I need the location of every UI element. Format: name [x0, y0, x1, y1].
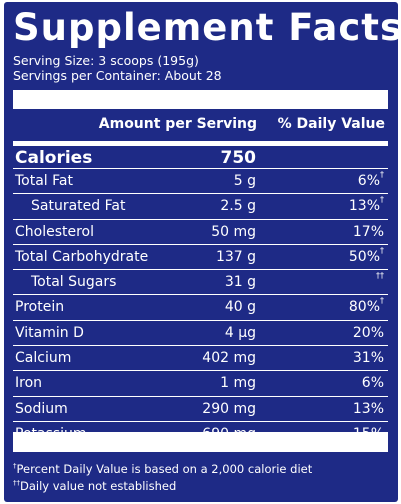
nutrient-row: Total Sugars 31 g †† — [13, 270, 388, 296]
nutrient-daily-value: 31% — [353, 346, 384, 370]
footnote-mark: †† — [13, 479, 20, 487]
nutrient-row: Total Fat 5 g 6%† — [13, 169, 388, 195]
nutrient-amount: 1 mg — [220, 375, 256, 392]
nutrient-daily-value: 6% — [362, 371, 384, 395]
nutrient-row: Calcium 402 mg 31% — [13, 346, 388, 372]
nutrient-row: Cholesterol 50 mg 17% — [13, 220, 388, 245]
amount-per-serving-header: Amount per Serving — [98, 116, 257, 132]
nutrient-amount: 5 g — [233, 173, 256, 189]
daily-value-percent: 17% — [352, 223, 384, 240]
nutrient-daily-value: 13% — [353, 397, 384, 421]
nutrient-daily-value: 20% — [353, 321, 384, 345]
calories-value: 750 — [220, 148, 257, 168]
nutrient-amount: 40 g — [224, 299, 256, 316]
calories-label: Calories — [15, 148, 93, 168]
nutrient-amount: 2.5 g — [220, 198, 256, 215]
nutrient-name: Sodium — [15, 400, 68, 417]
nutrient-row: Vitamin D 4 µg 20% — [13, 321, 388, 347]
nutrient-row: Total Carbohydrate 137 g 50%† — [13, 245, 388, 271]
daily-value-mark: † — [380, 296, 384, 306]
daily-value-percent: 80% — [348, 299, 380, 316]
nutrient-name: Vitamin D — [15, 324, 84, 341]
footnote-not-established: ††Daily value not established — [13, 479, 176, 493]
daily-value-percent: 31% — [352, 350, 384, 367]
label-title: Supplement Facts — [13, 6, 401, 49]
nutrient-name: Cholesterol — [15, 223, 95, 240]
daily-value-percent: 20% — [352, 324, 384, 341]
nutrient-amount: 31 g — [224, 274, 256, 291]
nutrient-row: Sodium 290 mg 13% — [13, 397, 388, 422]
nutrient-amount: 4 µg — [224, 324, 256, 341]
thick-divider-bottom — [13, 432, 388, 452]
nutrient-daily-value: 13%† — [349, 194, 384, 218]
nutrient-name: Iron — [15, 375, 43, 392]
nutrient-name: Calcium — [15, 350, 72, 367]
nutrient-daily-value: 80%† — [349, 295, 384, 319]
nutrient-daily-value: †† — [376, 270, 384, 294]
daily-value-percent: 50% — [348, 248, 380, 265]
calories-row: Calories 750 — [13, 148, 388, 169]
daily-value-mark: † — [380, 245, 384, 255]
supplement-facts-panel: Supplement Facts Serving Size: 3 scoops … — [4, 2, 401, 502]
daily-value-percent: 6% — [361, 375, 384, 392]
footnote-percent-dv: †Percent Daily Value is based on a 2,000… — [13, 462, 312, 476]
footnote-text: Daily value not established — [20, 479, 177, 493]
nutrient-daily-value: 6%† — [358, 169, 384, 193]
nutrient-amount: 137 g — [215, 248, 256, 265]
nutrient-name: Total Sugars — [31, 274, 117, 291]
daily-value-percent: 13% — [352, 400, 384, 417]
nutrient-name: Saturated Fat — [31, 198, 126, 215]
thick-divider-top — [13, 90, 388, 109]
nutrient-amount: 402 mg — [202, 350, 256, 367]
nutrient-daily-value: 50%† — [349, 245, 384, 269]
nutrient-name: Protein — [15, 299, 65, 316]
footnote-mark: † — [13, 462, 17, 470]
nutrient-row: Iron 1 mg 6% — [13, 371, 388, 397]
nutrient-row: Saturated Fat 2.5 g 13%† — [13, 194, 388, 220]
daily-value-mark: † — [380, 195, 384, 205]
nutrient-row: Protein 40 g 80%† — [13, 295, 388, 321]
daily-value-mark: † — [380, 170, 384, 179]
nutrient-table: Calories 750 Total Fat 5 g 6%† Saturated Fa… — [13, 148, 388, 446]
nutrient-daily-value: 17% — [353, 220, 384, 244]
header-divider — [13, 141, 388, 146]
daily-value-percent: 6% — [357, 173, 380, 189]
servings-per-container: Servings per Container: About 28 — [13, 68, 222, 83]
nutrient-amount: 50 mg — [211, 223, 256, 240]
daily-value-mark: †† — [376, 271, 384, 281]
serving-size: Serving Size: 3 scoops (195g) — [13, 53, 199, 68]
footnote-text: Percent Daily Value is based on a 2,000 … — [16, 462, 313, 476]
nutrient-name: Total Carbohydrate — [15, 248, 149, 265]
nutrient-amount: 290 mg — [202, 400, 256, 417]
nutrient-name: Total Fat — [15, 173, 73, 189]
daily-value-header: % Daily Value — [277, 116, 385, 132]
daily-value-percent: 13% — [348, 198, 380, 215]
